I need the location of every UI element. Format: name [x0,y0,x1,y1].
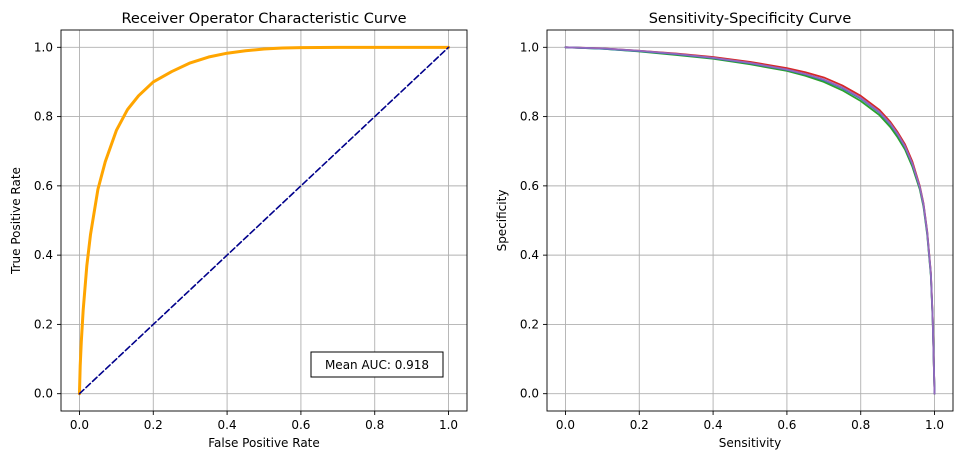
roc-series [77,45,451,396]
sens-spec-y-tick-label: 0.4 [520,248,539,262]
sens-spec-y-ticks: 0.0 0.2 0.4 0.6 0.8 1.0 [520,40,547,401]
sens-spec-y-tick-label: 0.0 [520,387,539,401]
sens-spec-x-tick-label: 1.0 [925,418,944,432]
roc-series-1-line [78,46,450,395]
mean-auc-label: Mean AUC: 0.918 [325,358,429,372]
mean-auc-annotation: Mean AUC: 0.918 [310,351,444,378]
sens-spec-x-tick-label: 0.2 [630,418,649,432]
sens-spec-x-tick-label: 0.6 [777,418,796,432]
sens-spec-title: Sensitivity-Specificity Curve [649,11,852,27]
sens-spec-x-tick-label: 0.8 [851,418,870,432]
roc-grid [61,30,467,411]
roc-x-tick-label: 1.0 [439,418,458,432]
roc-title: Receiver Operator Characteristic Curve [121,11,406,27]
roc-x-ticks: 0.0 0.2 0.4 0.6 0.8 1.0 [70,411,458,432]
roc-y-ticks: 0.0 0.2 0.4 0.6 0.8 1.0 [34,40,61,401]
roc-y-tick-label: 0.8 [34,110,53,124]
sens-spec-y-tick-label: 1.0 [520,40,539,54]
roc-y-axis-label: True Positive Rate [9,167,23,275]
sens-spec-series-2-line [564,46,936,395]
roc-x-axis-label: False Positive Rate [208,436,320,450]
sens-spec-x-tick-label: 0.0 [556,418,575,432]
sens-spec-y-tick-label: 0.2 [520,317,539,331]
sens-spec-series-1-line [564,46,936,395]
roc-x-tick-label: 0.8 [365,418,384,432]
roc-y-tick-label: 0.4 [34,248,53,262]
sens-spec-axes-frame [546,29,954,412]
roc-x-tick-label: 0.2 [144,418,163,432]
sens-spec-x-ticks: 0.0 0.2 0.4 0.6 0.8 1.0 [556,411,944,432]
sens-spec-series [564,46,936,395]
roc-x-tick-label: 0.4 [218,418,237,432]
sens-spec-y-tick-label: 0.8 [520,110,539,124]
sens-spec-grid [547,30,953,411]
roc-series-0-line [77,45,451,396]
roc-y-tick-label: 1.0 [34,40,53,54]
roc-panel: Receiver Operator Characteristic Curve 0… [9,11,468,450]
sens-spec-x-tick-label: 0.4 [704,418,723,432]
roc-axes-frame [60,29,468,412]
sens-spec-x-axis-label: Sensitivity [719,436,781,450]
sens-spec-panel: Sensitivity-Specificity Curve 0.0 0.2 0.4 0… [495,11,954,450]
sens-spec-y-tick-label: 0.6 [520,179,539,193]
sens-spec-series-0-line [564,46,936,395]
mean-auc-box [310,351,444,378]
roc-y-tick-label: 0.2 [34,317,53,331]
roc-x-tick-label: 0.6 [291,418,310,432]
roc-y-tick-label: 0.6 [34,179,53,193]
sens-spec-y-axis-label: Specificity [495,190,509,252]
roc-x-tick-label: 0.0 [70,418,89,432]
sens-spec-series-3-line [564,46,936,395]
roc-y-tick-label: 0.0 [34,387,53,401]
